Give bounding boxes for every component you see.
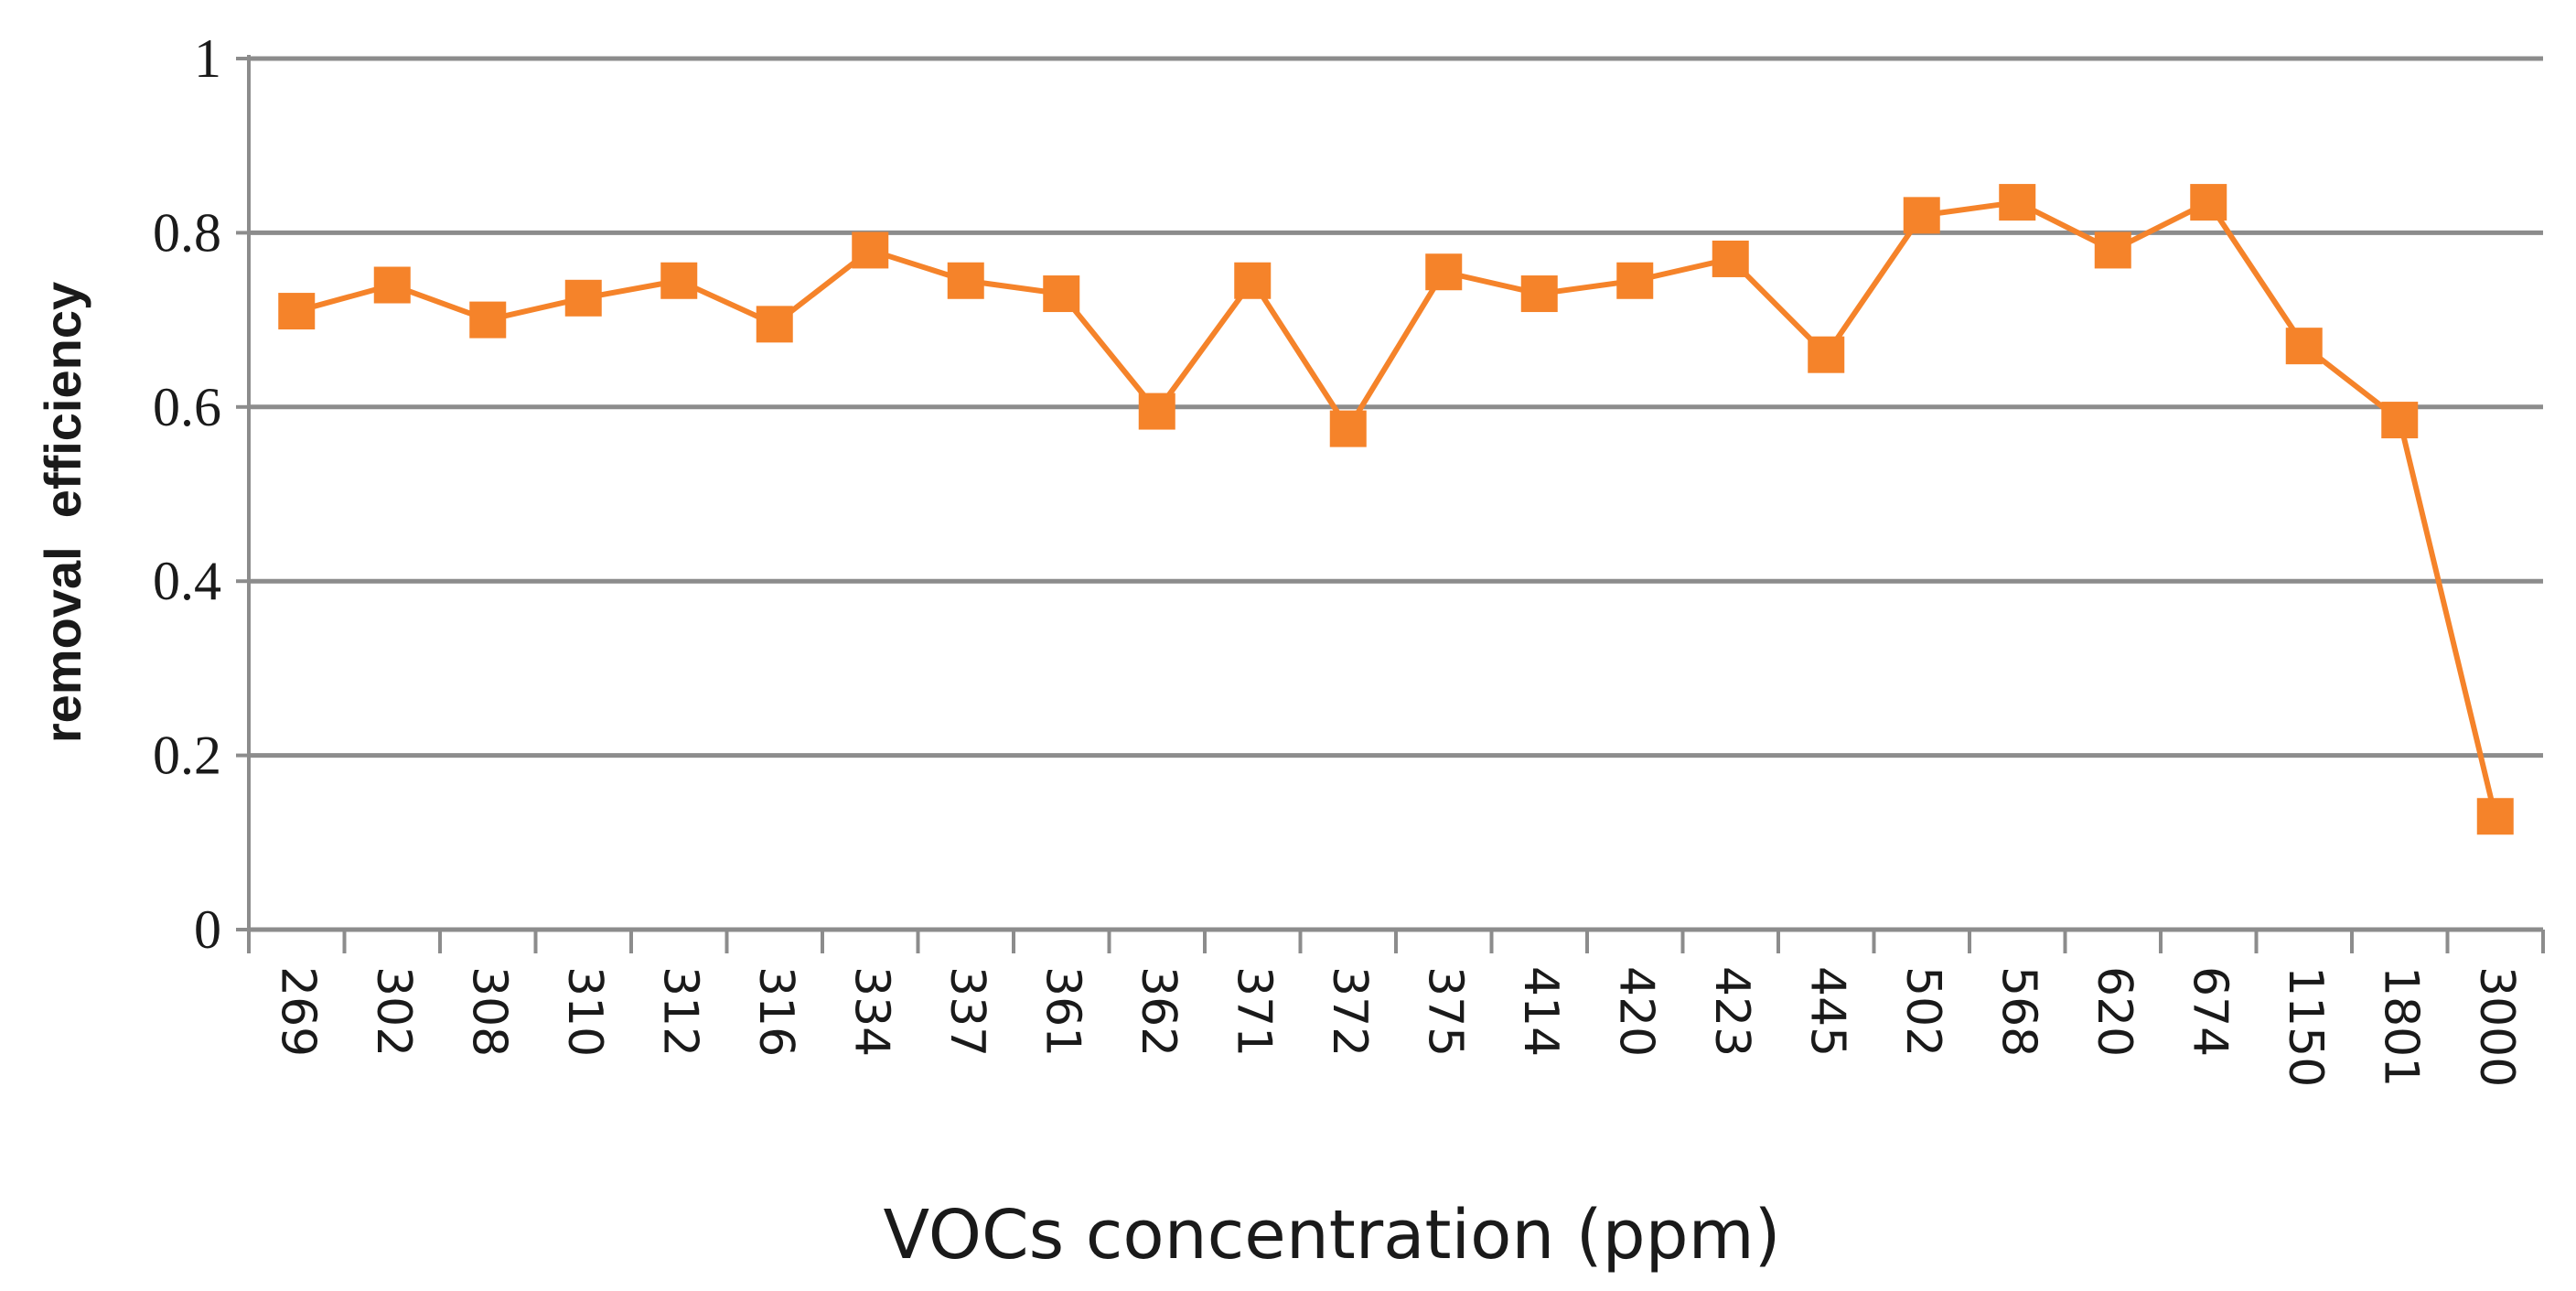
y-tick-label: 1 <box>194 28 221 89</box>
x-axis-title: VOCs concentration (ppm) <box>883 1196 1780 1275</box>
grid-lines <box>249 56 2543 758</box>
x-tick-label: 372 <box>1322 966 1377 1057</box>
data-point-1801 <box>2381 402 2419 439</box>
data-point-362 <box>1138 393 1175 430</box>
data-point-371 <box>1234 262 1272 299</box>
x-tick-label: 568 <box>1991 966 2045 1057</box>
x-tick-label: 371 <box>1226 966 1281 1057</box>
series-layer <box>278 184 2514 835</box>
y-tick-label: 0 <box>194 899 221 960</box>
data-point-334 <box>852 231 889 269</box>
x-tick-label: 361 <box>1035 966 1089 1057</box>
data-point-375 <box>1425 253 1463 291</box>
data-point-674 <box>2190 184 2227 221</box>
data-point-372 <box>1329 410 1367 447</box>
data-point-3000 <box>2476 798 2514 835</box>
data-point-502 <box>1903 197 1940 234</box>
x-tick-label: 316 <box>748 966 803 1057</box>
x-tick-label: 362 <box>1131 966 1186 1057</box>
x-tick-label: 674 <box>2182 966 2237 1057</box>
data-point-308 <box>469 301 507 339</box>
x-tick-label: 3000 <box>2469 966 2524 1087</box>
data-point-269 <box>278 293 316 330</box>
x-tick-label: 1801 <box>2373 966 2428 1087</box>
y-tick-label: 0.4 <box>153 551 221 611</box>
y-tick-labels: 0 0.2 0.4 0.6 0.8 1 <box>153 28 221 960</box>
data-point-423 <box>1712 240 1749 277</box>
y-axis-title: removal efficiency <box>34 282 91 743</box>
x-tick-label: 269 <box>270 966 325 1057</box>
x-tick-label: 620 <box>2087 966 2141 1057</box>
x-tick-label: 312 <box>652 966 707 1057</box>
data-point-568 <box>1999 184 2036 221</box>
data-point-361 <box>1043 275 1080 313</box>
x-tick-label: 414 <box>1513 966 1568 1057</box>
data-point-414 <box>1520 275 1558 313</box>
y-tick-label: 0.8 <box>153 202 221 263</box>
x-tick-label: 308 <box>461 966 516 1057</box>
x-tick-labels: 269 302 308 310 312 316 334 337 361 362 371 372 375 4… <box>270 966 2524 1087</box>
x-tick-label: 334 <box>843 966 898 1057</box>
data-point-1150 <box>2285 328 2323 365</box>
data-point-302 <box>373 266 411 304</box>
data-point-316 <box>756 306 793 343</box>
data-point-445 <box>1808 336 1845 373</box>
data-point-420 <box>1616 262 1654 299</box>
x-tick-label: 302 <box>366 966 421 1057</box>
x-tick-label: 420 <box>1608 966 1663 1057</box>
data-point-337 <box>947 262 984 299</box>
x-tick-label: 423 <box>1704 966 1759 1057</box>
x-tick-label: 1150 <box>2278 966 2333 1087</box>
x-tick-label: 375 <box>1417 966 1472 1057</box>
x-tick-label: 310 <box>557 966 612 1057</box>
axes <box>236 55 2545 953</box>
x-tick-label: 502 <box>1895 966 1950 1057</box>
data-point-312 <box>660 262 698 299</box>
x-tick-label: 445 <box>1799 966 1854 1057</box>
x-tick-label: 337 <box>939 966 994 1057</box>
y-tick-label: 0.2 <box>153 726 221 786</box>
series-line <box>295 199 2498 817</box>
data-point-310 <box>564 279 602 317</box>
data-point-620 <box>2094 231 2131 269</box>
y-tick-label: 0.6 <box>153 377 221 437</box>
